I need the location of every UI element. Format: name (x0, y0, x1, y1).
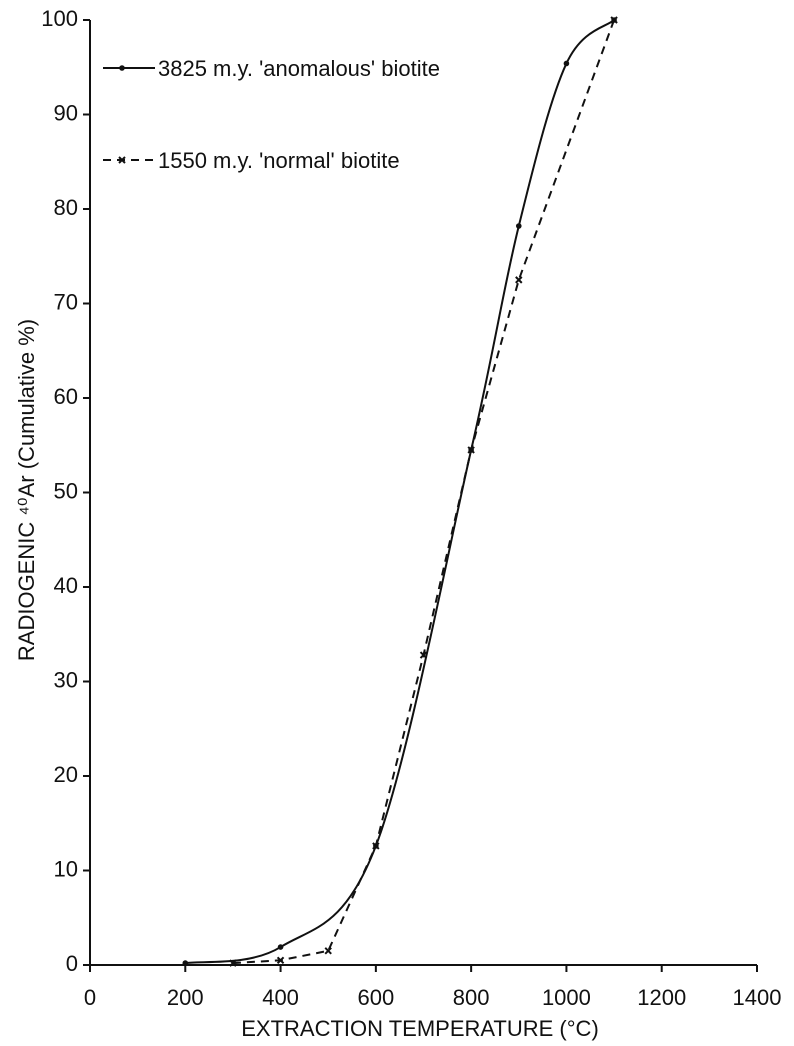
x-tick-label: 1200 (637, 985, 686, 1010)
cross-marker (419, 651, 428, 659)
dot-marker (515, 223, 522, 229)
x-tick-label: 200 (167, 985, 204, 1010)
cross-marker (276, 956, 285, 964)
series-line (232, 19, 616, 965)
y-tick-label: 20 (54, 762, 78, 787)
y-tick-label: 40 (54, 573, 78, 598)
cross-marker (372, 842, 380, 850)
y-tick-label: 60 (54, 384, 78, 409)
cross-marker (515, 276, 523, 284)
y-tick-label: 70 (54, 289, 78, 314)
legend-marker (118, 156, 126, 164)
y-tick-label: 0 (66, 951, 78, 976)
legend-label: 1550 m.y. 'normal' biotite (158, 148, 400, 173)
y-tick-label: 90 (54, 100, 78, 125)
series-line (185, 19, 615, 965)
y-tick-label: 10 (54, 856, 78, 881)
y-tick-label: 100 (41, 6, 78, 31)
x-tick-label: 600 (357, 985, 394, 1010)
x-axis-title: EXTRACTION TEMPERATURE (°C) (241, 1016, 599, 1041)
legend-marker (119, 65, 125, 71)
x-tick-label: 1000 (542, 985, 591, 1010)
y-axis-title: RADIOGENIC ⁴⁰Ar (Cumulative %) (14, 319, 39, 661)
dot-marker (277, 944, 284, 950)
dot-marker (563, 60, 570, 67)
legend-label: 3825 m.y. 'anomalous' biotite (158, 56, 440, 81)
y-tick-label: 50 (54, 478, 78, 503)
y-tick-label: 80 (54, 195, 78, 220)
x-tick-label: 800 (453, 985, 490, 1010)
cross-marker (467, 446, 475, 454)
y-tick-label: 30 (54, 667, 78, 692)
cross-marker (229, 959, 237, 967)
x-tick-label: 0 (84, 985, 96, 1010)
cross-marker (610, 16, 618, 24)
x-tick-label: 1400 (733, 985, 782, 1010)
x-tick-label: 400 (262, 985, 299, 1010)
dot-marker (182, 960, 189, 966)
cross-marker (324, 947, 332, 955)
